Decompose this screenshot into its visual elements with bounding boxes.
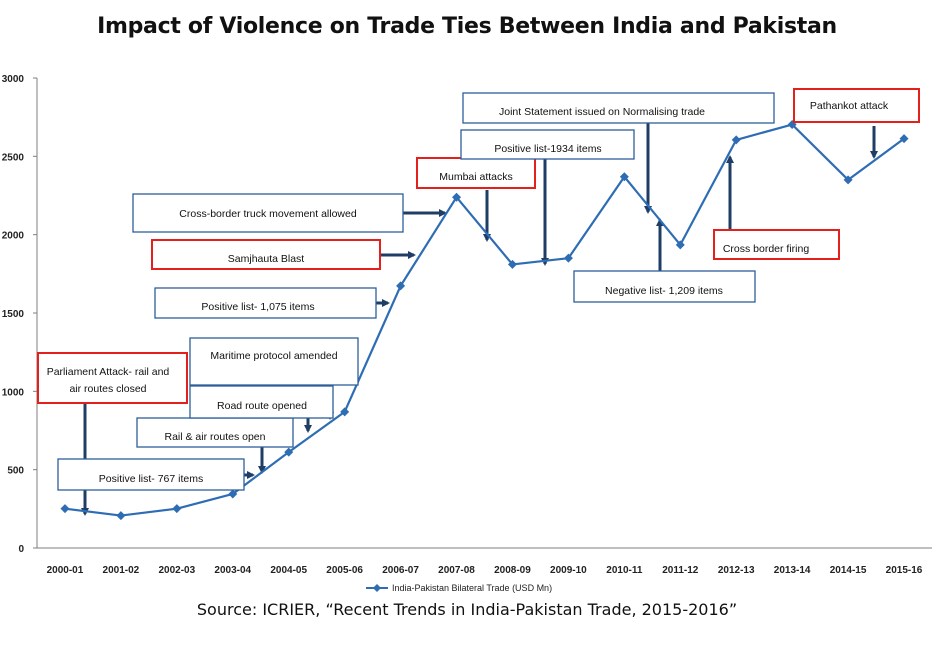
annotation-box [573,270,756,303]
data-point [731,135,741,145]
trade-line [64,123,905,517]
annotation-violence: Parliament Attack- rail and air routes cl… [37,352,188,404]
legend: India-Pakistan Bilateral Trade (USD Mn) [366,583,552,593]
data-point [507,259,517,269]
y-tick-label: 3000 [2,74,25,85]
legend-label: India-Pakistan Bilateral Trade (USD Mn) [392,583,552,593]
annotation-trade: Road route opened [189,385,334,419]
annotation-label: Positive list- 767 items [99,473,203,485]
x-tick-label: 2012-13 [718,565,755,576]
data-point [619,172,629,182]
annotation-label: Positive list- 1,075 items [201,301,314,313]
annotation-trade: Negative list- 1,209 items [573,270,756,303]
annotation-violence: Mumbai attacks [416,157,536,189]
annotation-box [151,239,381,270]
x-tick-label: 2001-02 [103,565,140,576]
data-point [843,175,853,185]
x-tick-label: 2013-14 [774,565,811,576]
x-tick-label: 2002-03 [158,565,195,576]
annotation-trade: Rail & air routes open [136,417,294,448]
data-point [563,253,573,263]
annotation-label: Rail & air routes open [165,431,266,443]
annotation-label: Cross-border truck movement allowed [179,208,357,220]
data-series [60,120,909,521]
annotations: Parliament Attack- rail and air routes cl… [37,88,920,491]
source-note: Source: ICRIER, “Recent Trends in India-… [196,600,738,619]
annotation-trade: Cross-border truck movement allowed [132,193,404,233]
x-tick-label: 2009-10 [550,565,587,576]
x-tick-label: 2011-12 [662,565,699,576]
x-tick-label: 2006-07 [382,565,419,576]
x-tick-label: 2014-15 [830,565,867,576]
annotation-trade: Maritime protocol amended [189,337,359,386]
data-point [452,192,462,202]
annotation-label: Joint Statement issued on Normalising tr… [499,106,705,118]
data-point [116,511,126,521]
annotation-box [189,385,334,419]
annotation-trade: Positive list-1934 items [460,129,635,160]
x-tick-label: 2005-06 [326,565,363,576]
x-tick-label: 2010-11 [606,565,643,576]
y-tick-label: 0 [18,544,24,555]
annotation-label: Parliament Attack- rail and [47,366,170,378]
data-point [340,407,350,417]
y-tick-label: 2000 [2,231,25,242]
data-point [172,504,182,514]
annotation-box [793,88,920,123]
annotation-box [57,458,245,491]
data-point [675,240,685,250]
annotation-trade: Joint Statement issued on Normalising tr… [462,92,775,124]
data-point [228,489,238,499]
annotation-box [462,92,775,124]
annotation-label: Maritime protocol amended [210,350,337,362]
annotation-trade: Positive list- 1,075 items [154,287,377,319]
annotation-label: Samjhauta Blast [228,253,305,265]
axes [33,77,932,549]
annotation-violence: Samjhauta Blast [151,239,381,270]
y-tick-label: 500 [7,466,24,477]
annotation-trade: Positive list- 767 items [57,458,245,491]
annotation-box [416,157,536,189]
y-tick-label: 1000 [2,387,25,398]
x-tick-label: 2004-05 [270,565,307,576]
y-tick-label: 1500 [2,309,25,320]
legend-marker [373,584,381,592]
x-tick-label: 2003-04 [214,565,251,576]
annotation-box [460,129,635,160]
annotation-label: Positive list-1934 items [494,143,601,155]
chart-title: Impact of Violence on Trade Ties Between… [97,14,837,39]
annotation-box [189,337,359,386]
x-tick-label: 2015-16 [886,565,923,576]
data-point [396,281,406,291]
annotation-box [37,352,188,404]
x-tick-label: 2008-09 [494,565,531,576]
annotation-box [132,193,404,233]
annotation-label: Mumbai attacks [439,171,513,183]
annotation-label: Cross border firing [723,243,810,255]
data-point [284,447,294,457]
annotation-violence: Pathankot attack [793,88,920,123]
annotation-box [154,287,377,319]
tick-labels: 0 500 1000 1500 2000 2500 3000 2000-01 2001-02 20… [2,74,923,576]
annotation-box [713,229,840,260]
y-tick-label: 2500 [2,152,25,163]
x-tick-label: 2007-08 [438,565,475,576]
annotation-label: air routes closed [69,383,146,395]
annotation-violence: Cross border firing [713,229,840,260]
annotation-label: Negative list- 1,209 items [605,285,723,297]
annotation-label: Pathankot attack [810,100,889,112]
line-chart: 0 500 1000 1500 2000 2500 3000 2000-01 2001-02 20… [2,74,932,593]
annotation-label: Road route opened [217,400,307,412]
data-point [899,134,909,144]
x-tick-label: 2000-01 [47,565,84,576]
data-point [60,504,70,514]
